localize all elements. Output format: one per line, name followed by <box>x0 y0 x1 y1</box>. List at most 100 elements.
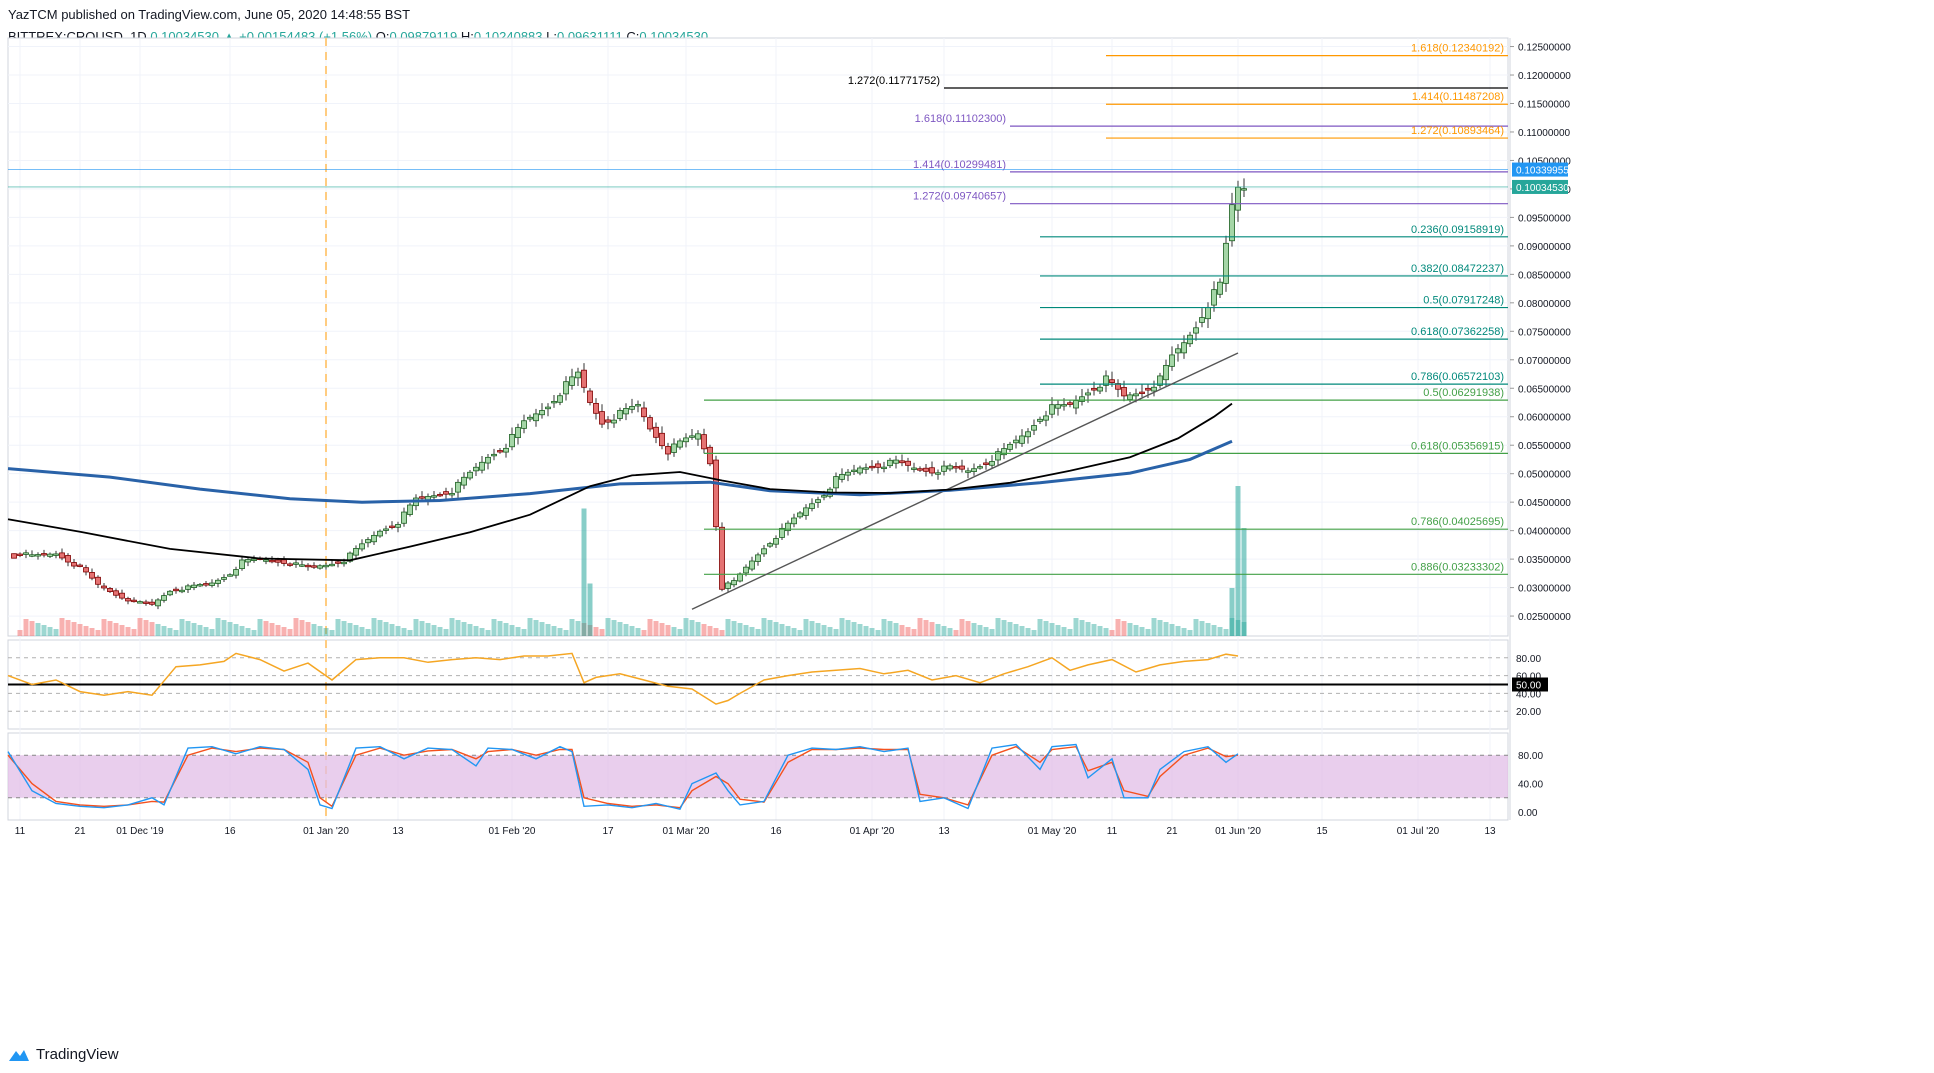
candle-body <box>1001 448 1007 456</box>
candle-body <box>731 580 737 586</box>
candle <box>665 442 671 461</box>
volume-bar <box>971 623 977 636</box>
candle-body <box>275 559 281 563</box>
candle <box>893 455 899 469</box>
candle-body <box>1103 375 1109 386</box>
candle-body <box>869 465 875 469</box>
candle-body <box>665 446 671 455</box>
candle-body <box>95 576 101 585</box>
candle-body <box>215 579 221 584</box>
volume-bar <box>1151 618 1157 636</box>
volume-bar <box>47 627 53 636</box>
time-axis-label: 13 <box>1484 826 1496 837</box>
candle-body <box>389 525 395 528</box>
stoch-k-line <box>7 743 1239 811</box>
candle-body <box>89 572 95 579</box>
publisher-line: YazTCM published on TradingView.com, Jun… <box>8 7 411 22</box>
candle-body <box>539 410 545 416</box>
volume-bar <box>413 619 419 636</box>
candle <box>659 426 665 450</box>
candle <box>713 455 719 531</box>
volume-bar <box>239 626 245 636</box>
candle-body <box>749 560 755 570</box>
volume-bar <box>1103 628 1109 636</box>
candle-body <box>209 582 215 586</box>
candle-body <box>227 574 233 577</box>
rsi-current-label: 50.00 <box>1516 681 1541 692</box>
volume-bar <box>1061 627 1067 636</box>
volume-bar <box>911 629 917 636</box>
candle-body <box>233 569 239 576</box>
candle-body <box>575 371 581 379</box>
volume-bar <box>95 630 101 636</box>
volume-bar <box>419 621 425 636</box>
volume-bar <box>59 618 65 636</box>
price-axis-label: 0.05500000 <box>1518 441 1571 452</box>
candle-body <box>1091 387 1097 391</box>
volume-bar <box>995 618 1001 636</box>
candle-body <box>419 496 425 499</box>
volume-bar <box>713 628 719 636</box>
candle-body <box>113 590 119 596</box>
candle-body <box>821 495 827 498</box>
candle <box>545 403 551 417</box>
candle <box>653 422 659 444</box>
volume-bar <box>641 630 647 636</box>
fib-level-label: 1.272(0.10893464) <box>1411 125 1504 137</box>
candle <box>95 575 101 589</box>
candle-body <box>587 390 593 403</box>
price-axis-label: 0.10500000 <box>1518 156 1571 167</box>
volume-bar <box>107 621 113 636</box>
candle <box>11 553 17 559</box>
rsi-axis-label: 20.00 <box>1516 707 1541 718</box>
candle <box>137 600 143 604</box>
tradingview-logo[interactable]: TradingView <box>8 1046 119 1063</box>
volume-bar <box>437 627 443 636</box>
volume-bar <box>1115 619 1121 636</box>
volume-bar <box>767 620 773 636</box>
candle-body <box>59 552 65 559</box>
candle <box>599 404 605 428</box>
candle <box>197 583 203 587</box>
candle-body <box>263 559 269 562</box>
candle <box>839 468 845 483</box>
candle <box>155 598 161 610</box>
candle <box>521 414 527 434</box>
candle <box>983 458 989 470</box>
price-axis-label: 0.05000000 <box>1518 470 1571 481</box>
fib-level-label: 1.272(0.09740657) <box>913 191 1006 203</box>
price-axis-label: 0.02500000 <box>1518 612 1571 623</box>
volume-bar <box>845 620 851 636</box>
volume-bar <box>1001 620 1007 636</box>
candle-body <box>1115 383 1121 390</box>
price-axis-label: 0.04500000 <box>1518 498 1571 509</box>
candle <box>479 455 485 474</box>
volume-bar <box>497 621 503 636</box>
rsi-line <box>7 652 1239 705</box>
candle <box>587 388 593 406</box>
candle <box>269 556 275 564</box>
candle-body <box>143 601 149 604</box>
time-axis-label: 16 <box>224 826 236 837</box>
candle <box>875 460 881 474</box>
volume-bar <box>269 623 275 636</box>
candle <box>881 461 887 473</box>
volume-bar <box>1025 628 1031 636</box>
candle <box>191 582 197 591</box>
candle <box>569 368 575 390</box>
candle-body <box>593 402 599 414</box>
candle-body <box>359 543 365 550</box>
fib-level-label: 1.272(0.11771752) <box>848 75 940 87</box>
candle-body <box>47 553 53 557</box>
fib-level-label: 1.414(0.11487208) <box>1412 91 1504 103</box>
candle <box>773 535 779 549</box>
candle-body <box>53 553 59 556</box>
candle-body <box>797 512 803 518</box>
time-axis-label: 01 May '20 <box>1028 826 1077 837</box>
candle-body <box>203 583 209 586</box>
candle-body <box>371 534 377 543</box>
candle <box>1043 410 1049 427</box>
candle-body <box>521 420 527 429</box>
volume-bar <box>323 628 329 636</box>
